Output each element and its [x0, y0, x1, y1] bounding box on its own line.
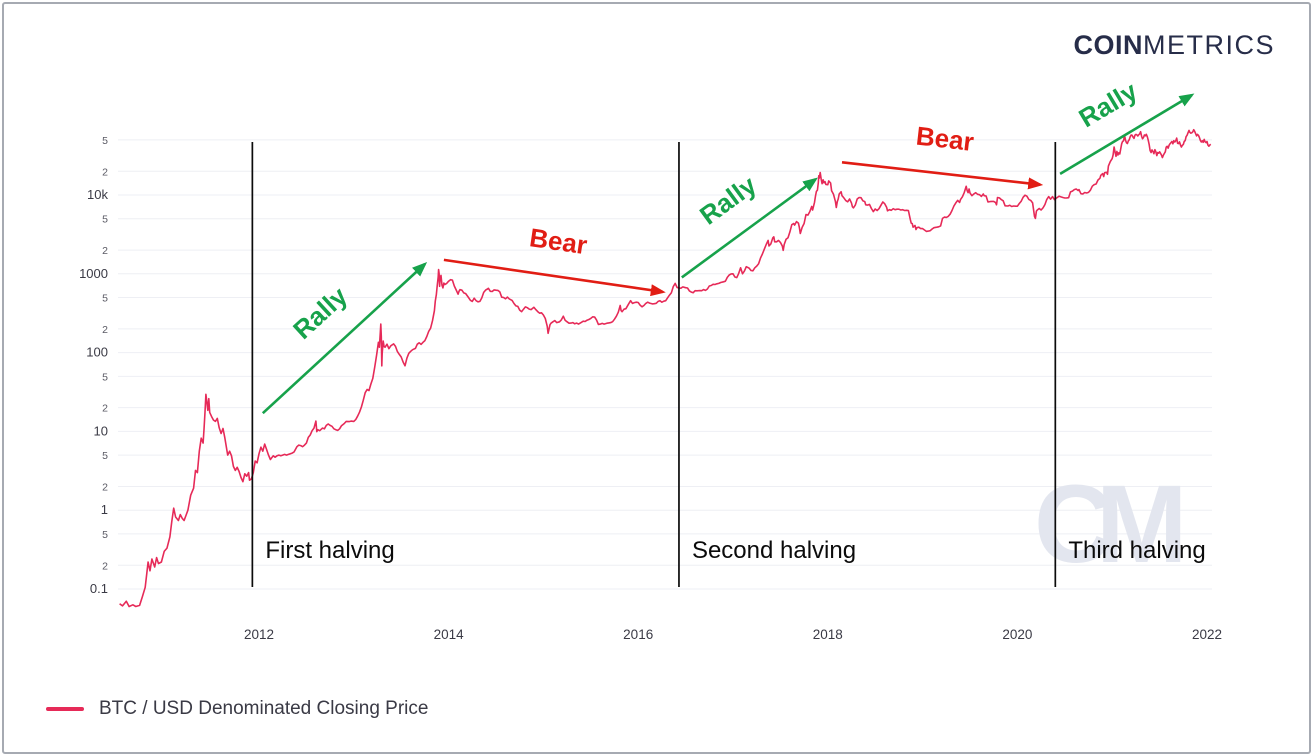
y-tick-label: 2 [102, 560, 108, 572]
x-tick-label: 2016 [623, 627, 653, 642]
logo-metrics: METRICS [1143, 30, 1275, 60]
y-tick-label: 5 [102, 371, 108, 383]
bear-label: Bear [528, 222, 590, 260]
y-tick-label: 5 [102, 450, 108, 462]
price-line [119, 128, 1212, 608]
x-tick-label: 2020 [1002, 627, 1032, 642]
x-tick-label: 2018 [813, 627, 843, 642]
y-tick-label: 10 [94, 423, 108, 438]
y-tick-label: 2 [102, 166, 108, 178]
coinmetrics-logo: COINMETRICS [1074, 30, 1276, 61]
y-tick-label: 1000 [79, 266, 108, 281]
y-tick-label: 5 [102, 135, 108, 147]
y-tick-label: 100 [86, 345, 108, 360]
logo-coin: COIN [1073, 30, 1143, 60]
y-tick-label: 5 [102, 293, 108, 305]
y-tick-label: 1 [101, 502, 108, 517]
bear-label: Bear [915, 121, 976, 157]
x-tick-label: 2012 [244, 627, 274, 642]
bear-arrow [443, 258, 666, 297]
y-tick-label: 5 [102, 214, 108, 226]
rally-arrow [1059, 93, 1195, 176]
halving-label: First halving [265, 537, 394, 564]
y-tick-label: 2 [102, 245, 108, 257]
rally-label: Rally [1074, 75, 1143, 133]
legend: BTC / USD Denominated Closing Price [46, 698, 428, 720]
x-tick-label: 2014 [434, 627, 465, 642]
legend-swatch [46, 707, 84, 711]
y-tick-label: 2 [102, 403, 108, 415]
x-tick-label: 2022 [1192, 627, 1222, 642]
y-tick-label: 2 [102, 481, 108, 493]
legend-label: BTC / USD Denominated Closing Price [99, 698, 429, 719]
halving-label: Third halving [1068, 537, 1205, 564]
price-chart: 5 2 10k 5 2 1000 5 2 100 5 2 10 5 2 1 5 2 0.1 2012 2014 2016… [79, 75, 1222, 642]
y-tick-label: 5 [102, 529, 108, 541]
y-tick-label: 2 [102, 324, 108, 336]
bear-arrow [841, 161, 1044, 190]
rally-label: Rally [287, 280, 353, 345]
rally-arrow [261, 261, 428, 415]
y-tick-label: 0.1 [90, 581, 108, 596]
halving-label: Second halving [692, 537, 856, 564]
y-tick-label: 10k [87, 187, 108, 202]
rally-label: Rally [694, 169, 762, 230]
rally-arrow [681, 177, 818, 279]
